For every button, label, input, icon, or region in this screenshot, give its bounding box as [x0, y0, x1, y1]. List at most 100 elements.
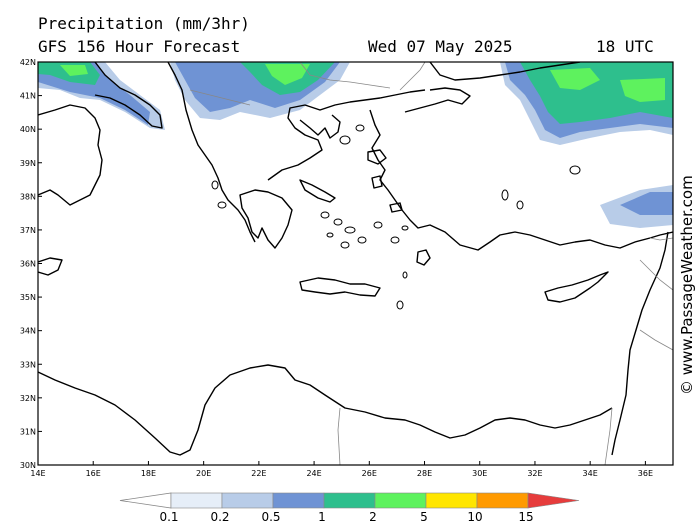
coastline-samos — [389, 202, 403, 213]
coastline-italy — [38, 104, 103, 206]
coastline-crete — [299, 277, 381, 297]
map-area — [38, 62, 673, 465]
island — [217, 201, 227, 209]
coastline-black-sea — [429, 62, 581, 81]
borders — [189, 62, 673, 465]
border-syria — [639, 329, 673, 351]
map-title: Precipitation (mm/3hr) — [38, 14, 250, 33]
coastline-chalkidiki — [299, 114, 341, 139]
forecast-date: Wed 07 May 2025 — [368, 37, 513, 56]
lon-tick-label: 14E — [30, 469, 45, 478]
coastline-sicily — [38, 257, 63, 276]
lat-tick-label: 40N — [20, 125, 36, 134]
coastlines — [38, 62, 673, 456]
border-turkey-syria — [649, 237, 673, 241]
legend-arrow-low — [119, 492, 172, 509]
coastline-cyprus — [544, 271, 609, 303]
legend-label: 0.2 — [210, 510, 229, 524]
island — [373, 221, 383, 229]
legend-label: 1 — [318, 510, 326, 524]
lat-tick-label: 31N — [20, 427, 36, 436]
island — [401, 225, 409, 231]
legend-label: 2 — [369, 510, 377, 524]
island — [396, 300, 404, 310]
lon-tick-label: 24E — [306, 469, 321, 478]
island — [357, 236, 367, 244]
precipitation-areas — [38, 62, 673, 228]
legend-swatch — [272, 492, 325, 509]
island — [320, 211, 330, 219]
island — [355, 124, 365, 132]
border-egypt-israel — [604, 407, 613, 465]
lat-tick-label: 41N — [20, 92, 36, 101]
legend-label: 10 — [467, 510, 482, 524]
island — [390, 236, 400, 244]
precip-area-se-turkey-core — [620, 192, 673, 215]
lon-tick-label: 32E — [527, 469, 542, 478]
forecast-time: 18 UTC — [596, 37, 654, 56]
coastline-rhodes — [416, 249, 431, 266]
island — [344, 226, 356, 234]
border-balkans — [299, 62, 391, 89]
coastline-italy-heel — [94, 62, 163, 129]
lat-tick-label: 39N — [20, 159, 36, 168]
precip-area-italy-max — [60, 65, 88, 76]
legend-swatch — [425, 492, 478, 509]
legend-swatch — [221, 492, 274, 509]
longitude-ticks: 14E 16E 18E 20E 22E 24E 26E 28E 30E 32E 34E 36E — [30, 461, 653, 478]
legend-label: 0.1 — [159, 510, 178, 524]
precip-area-turkey-max-2 — [620, 78, 665, 102]
lon-tick-label: 36E — [638, 469, 653, 478]
island — [402, 271, 408, 279]
precip-area-turkey-max — [550, 68, 600, 90]
border-greece-turkey — [399, 62, 426, 91]
lat-tick-label: 38N — [20, 192, 36, 201]
island — [339, 135, 351, 145]
legend-label: 15 — [518, 510, 533, 524]
legend-label: 0.5 — [261, 510, 280, 524]
precip-area-balkans-max — [265, 64, 310, 85]
watermark: © www.PassageWeather.com — [678, 175, 696, 395]
lat-tick-label: 36N — [20, 260, 36, 269]
coastline-lesbos — [367, 149, 387, 165]
latitude-ticks: 42N 41N 40N 39N 38N 37N 36N 35N 34N 33N 32N 31N 30N — [20, 58, 42, 470]
lat-tick-label: 32N — [20, 394, 36, 403]
lon-tick-label: 26E — [362, 469, 377, 478]
border-albania — [189, 89, 251, 106]
lat-tick-label: 35N — [20, 293, 36, 302]
coastline-peloponnese — [239, 189, 293, 249]
legend-swatch — [476, 492, 529, 509]
legend-arrow-high — [527, 492, 580, 509]
coastline-chios — [371, 175, 383, 189]
coastline-marmara — [404, 87, 471, 113]
lon-tick-label: 22E — [251, 469, 266, 478]
lon-tick-label: 16E — [86, 469, 101, 478]
island — [340, 241, 350, 249]
island — [211, 180, 219, 190]
lat-tick-label: 34N — [20, 327, 36, 336]
legend-label: 5 — [420, 510, 428, 524]
island — [501, 189, 509, 201]
lon-tick-label: 28E — [417, 469, 432, 478]
coastline-evia — [299, 179, 336, 203]
lon-tick-label: 20E — [196, 469, 211, 478]
border-libya-egypt — [337, 407, 341, 465]
coastline-levant — [611, 231, 669, 456]
lat-tick-label: 42N — [20, 58, 36, 67]
island — [326, 232, 334, 238]
border-levant — [639, 259, 673, 291]
lat-tick-label: 33N — [20, 360, 36, 369]
aegean-islands — [211, 124, 581, 310]
lon-tick-label: 34E — [583, 469, 598, 478]
legend-swatch — [374, 492, 427, 509]
island — [333, 218, 343, 226]
coastline-greece-east — [267, 89, 426, 181]
coastline-albania — [167, 62, 256, 243]
lat-tick-label: 30N — [20, 461, 36, 470]
island — [516, 200, 524, 210]
coastline-north-africa — [38, 364, 613, 456]
island — [569, 165, 581, 175]
legend-swatch — [170, 492, 223, 509]
lat-tick-label: 37N — [20, 226, 36, 235]
